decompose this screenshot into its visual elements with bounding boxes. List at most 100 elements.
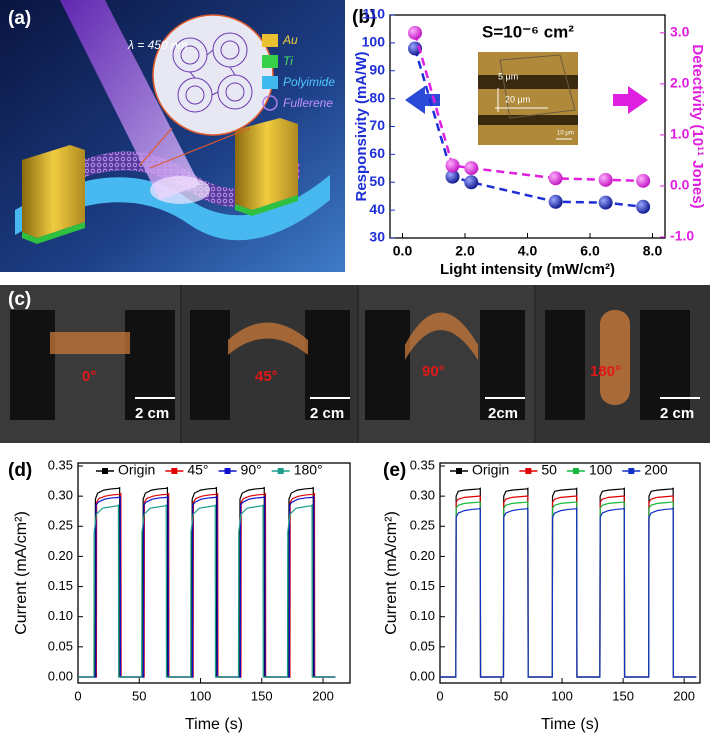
y2-tick-label: 0.0 [670, 177, 690, 193]
x-tick-label: 4.0 [518, 243, 538, 259]
y-axis-label: Responsivity (mA/W) [353, 51, 370, 201]
data-point [599, 196, 613, 210]
legend-label: Ti [283, 54, 293, 68]
y2-tick-label: -1.0 [670, 228, 694, 244]
legend-marker [278, 468, 284, 474]
x-tick-label: 100 [190, 688, 212, 703]
y-tick-label: 0.05 [410, 638, 435, 653]
x-axis-label: Time (s) [185, 716, 243, 733]
legend-label: Polyimide [283, 75, 335, 89]
legend-label: 180° [294, 462, 323, 478]
legend-label: 50 [541, 462, 557, 478]
inset-label: 10 μm [557, 131, 574, 137]
y-tick-label: 40 [369, 201, 385, 217]
data-point [408, 26, 422, 40]
figure: (a) λ = 450 nm Au Ti Polyimide Fullerene [0, 0, 710, 741]
legend-marker [225, 468, 231, 474]
y-tick-label: 0.25 [48, 518, 73, 533]
x-tick-label: 50 [132, 688, 146, 703]
x-tick-label: 200 [673, 688, 695, 703]
x-tick-label: 200 [312, 688, 334, 703]
legend-label: Origin [472, 462, 509, 478]
y-tick-label: 110 [362, 6, 385, 22]
y2-tick-label: 3.0 [670, 24, 690, 40]
y-tick-label: 30 [369, 229, 385, 245]
legend-swatch-au [262, 34, 278, 47]
panel-label: (a) [8, 8, 31, 29]
panel-label: (c) [8, 289, 31, 310]
y-tick-label: 0.15 [410, 578, 435, 593]
flexible-film [600, 310, 630, 405]
panel-label: (e) [383, 460, 406, 481]
wavelength-label: λ = 450 nm [127, 38, 188, 52]
y-tick-label: 0.00 [48, 668, 73, 683]
annotation: S=10⁻⁶ cm² [482, 22, 574, 41]
y-tick-label: 0.20 [48, 548, 73, 563]
legend-label: Origin [118, 462, 155, 478]
electrode-gap [478, 115, 578, 125]
series-line [78, 505, 335, 677]
series-line [78, 494, 335, 677]
y-tick-label: 0.10 [48, 608, 73, 623]
x-axis-label: Light intensity (mW/cm²) [440, 261, 615, 278]
data-point [599, 173, 613, 187]
scale-label: 2 cm [310, 405, 344, 422]
y-tick-label: 70 [369, 117, 385, 133]
inset-label: 20 μm [505, 94, 530, 104]
y2-tick-label: 2.0 [670, 75, 690, 91]
x-tick-label: 150 [251, 688, 273, 703]
y2-tick-label: 1.0 [670, 126, 690, 142]
y-tick-label: 100 [362, 34, 386, 50]
y-tick-label: 0.30 [410, 488, 435, 503]
y-tick-label: 0.10 [410, 608, 435, 623]
legend-marker [171, 468, 177, 474]
x-tick-label: 0 [436, 688, 443, 703]
legend-swatch-polyimide [262, 76, 278, 89]
y-tick-label: 0.05 [48, 638, 73, 653]
bend-angle: 180° [590, 363, 621, 380]
x-tick-label: 50 [494, 688, 508, 703]
legend-marker [573, 468, 579, 474]
x-tick-label: 2.0 [455, 243, 475, 259]
zoom-circle [153, 15, 273, 135]
y-tick-label: 80 [369, 89, 385, 105]
y-tick-label: 50 [369, 173, 385, 189]
legend-label: Au [282, 33, 298, 47]
data-point [549, 171, 563, 185]
legend-marker [628, 468, 634, 474]
y-tick-label: 0.35 [410, 457, 435, 472]
panel-a: (a) λ = 450 nm Au Ti Polyimide Fullerene [0, 0, 345, 272]
legend-label: Fullerene [283, 96, 333, 110]
series-line [78, 488, 335, 677]
legend-swatch-ti [262, 55, 278, 68]
legend-label: 100 [589, 462, 613, 478]
data-point [446, 159, 460, 173]
series-line [440, 496, 696, 677]
legend-label: 200 [644, 462, 668, 478]
data-point [464, 175, 478, 189]
right-axis-arrow [613, 86, 648, 114]
legend-label: 90° [241, 462, 262, 478]
legend-label: 45° [187, 462, 208, 478]
au-electrode-left [22, 145, 85, 238]
x-tick-label: 8.0 [643, 243, 663, 259]
x-tick-label: 0.0 [393, 243, 413, 259]
x-tick-label: 150 [612, 688, 634, 703]
y-tick-label: 60 [369, 145, 385, 161]
y-tick-label: 90 [369, 61, 385, 77]
series-line [440, 508, 696, 677]
y-tick-label: 0.20 [410, 548, 435, 563]
flexible-film [50, 332, 130, 354]
data-point [549, 195, 563, 209]
legend-marker [102, 468, 108, 474]
series-line [440, 502, 696, 677]
y2-axis-label: Detectivity (10¹¹ Jones) [689, 44, 706, 208]
electrode-gap [478, 75, 578, 89]
y-tick-label: 0.00 [410, 668, 435, 683]
y-axis-label: Current (mA/cm²) [13, 511, 30, 635]
panel-c: (c) 0° 45° 90° 180° 2 cm 2 cm 2cm 2 cm [0, 285, 710, 443]
inset-label: 5 μm [498, 71, 518, 81]
scale-label: 2 cm [660, 405, 694, 422]
scale-label: 2cm [488, 405, 518, 422]
bend-angle: 0° [82, 368, 96, 385]
